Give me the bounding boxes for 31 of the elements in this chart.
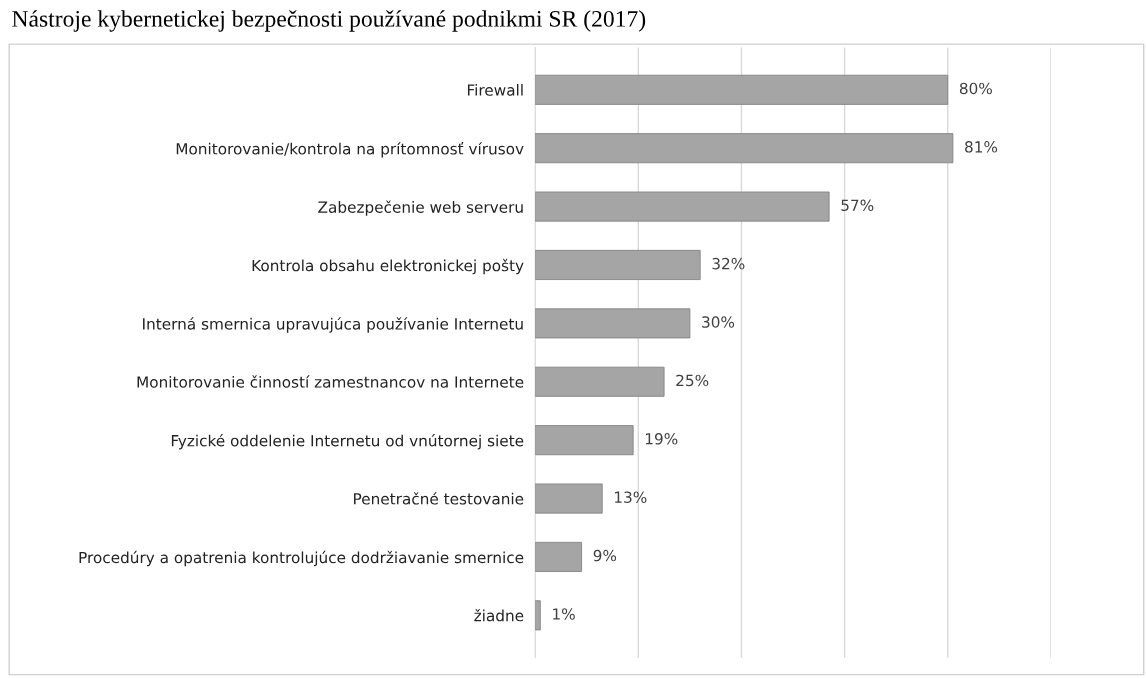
y-tick-label: Procedúry a opatrenia kontrolujúce dodržiavanie smernice xyxy=(79,550,524,567)
bar xyxy=(535,483,603,514)
data-label: 30% xyxy=(702,316,735,328)
y-tick-label: Firewall xyxy=(467,83,523,96)
bar xyxy=(535,191,830,222)
y-tick-label: Interná smernica upravujúca používanie Internetu xyxy=(143,317,523,333)
y-tick-label: Kontrola obsahu elektronickej pošty xyxy=(252,258,524,275)
bar xyxy=(535,541,583,572)
bar xyxy=(535,600,541,631)
text: Nástroje kybernetickej bezpečnosti používané podnikmi SR (2017) xyxy=(12,10,646,32)
data-label: 80% xyxy=(959,82,992,95)
bar xyxy=(535,366,665,397)
bar xyxy=(535,133,954,164)
data-label: 13% xyxy=(615,491,647,503)
data-label: 25% xyxy=(676,374,709,387)
bar xyxy=(535,74,949,105)
bar xyxy=(535,308,691,339)
y-tick-label: žiadne xyxy=(474,608,524,622)
y-tick-label: Zabezpečenie web serveru xyxy=(318,200,523,216)
y-tick-label: Monitorovanie činností zamestnancov na Internete xyxy=(137,375,524,388)
data-label: 32% xyxy=(712,257,745,270)
bar xyxy=(535,425,634,456)
y-tick-label: Monitorovanie/kontrola na prítomnosť vírusov xyxy=(176,142,524,158)
bar xyxy=(535,249,701,280)
data-label: 9% xyxy=(593,549,617,562)
data-label: 81% xyxy=(965,141,998,153)
data-label: 19% xyxy=(645,433,678,445)
data-label: 57% xyxy=(841,199,874,212)
y-tick-label: Fyzické oddelenie Internetu od vnútornej siete xyxy=(171,434,524,450)
y-tick-label: Penetračné testovanie xyxy=(354,492,524,505)
data-label: 1% xyxy=(553,608,575,620)
